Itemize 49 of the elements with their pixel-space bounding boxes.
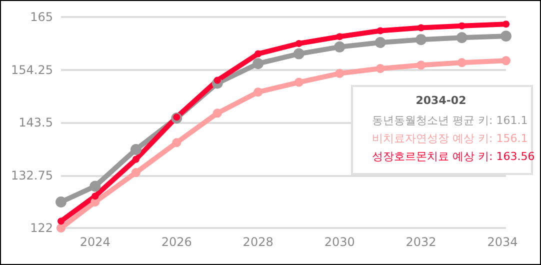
y-tick-label: 154.25: [11, 62, 53, 77]
point: [212, 108, 222, 118]
text: 성장호르몬치료 예상 키: [372, 150, 489, 163]
point: [334, 41, 346, 52]
y-tick-label: 165: [30, 10, 53, 24]
point: [336, 33, 344, 40]
point: [416, 34, 427, 46]
point: [90, 180, 101, 192]
point: [56, 224, 66, 232]
point: [458, 22, 466, 30]
point: [500, 30, 512, 42]
point: [131, 168, 140, 178]
point: [172, 138, 182, 148]
point: [130, 144, 142, 155]
annotation: : 163.56: [489, 150, 535, 163]
y-tick-label: 143.5: [18, 116, 53, 130]
x-tick-label: 2024: [80, 235, 110, 249]
annotation: : 161.1: [489, 114, 528, 127]
point: [376, 64, 385, 74]
annotation: : 156.1: [489, 132, 528, 145]
text: 동년동월청소년 평균 키: [372, 114, 489, 127]
point: [456, 32, 468, 44]
point: [92, 192, 99, 200]
point: [58, 218, 64, 225]
point: [457, 58, 466, 68]
point: [335, 68, 344, 78]
point: [132, 156, 140, 163]
x-tick-label: 2026: [161, 235, 192, 249]
point: [293, 48, 304, 60]
y-tick-label: 132.75: [11, 168, 53, 182]
point: [418, 24, 425, 32]
x-tick-label: 2032: [406, 235, 436, 249]
point: [374, 37, 386, 48]
point: [416, 60, 426, 70]
point: [295, 40, 302, 47]
text: 비치료자연성장 예상 키: [372, 132, 489, 145]
point: [376, 27, 384, 34]
annotation: 2034-02: [416, 94, 466, 107]
point: [502, 20, 510, 28]
x-tick-label: 2034: [487, 235, 518, 249]
point: [254, 50, 262, 58]
y-tick-label: 122: [30, 221, 53, 235]
point: [294, 78, 304, 87]
point: [56, 196, 66, 208]
x-tick-label: 2030: [324, 235, 355, 249]
x-tick-label: 2028: [242, 235, 274, 249]
point: [252, 58, 264, 70]
point: [502, 56, 510, 66]
point: [254, 88, 263, 97]
